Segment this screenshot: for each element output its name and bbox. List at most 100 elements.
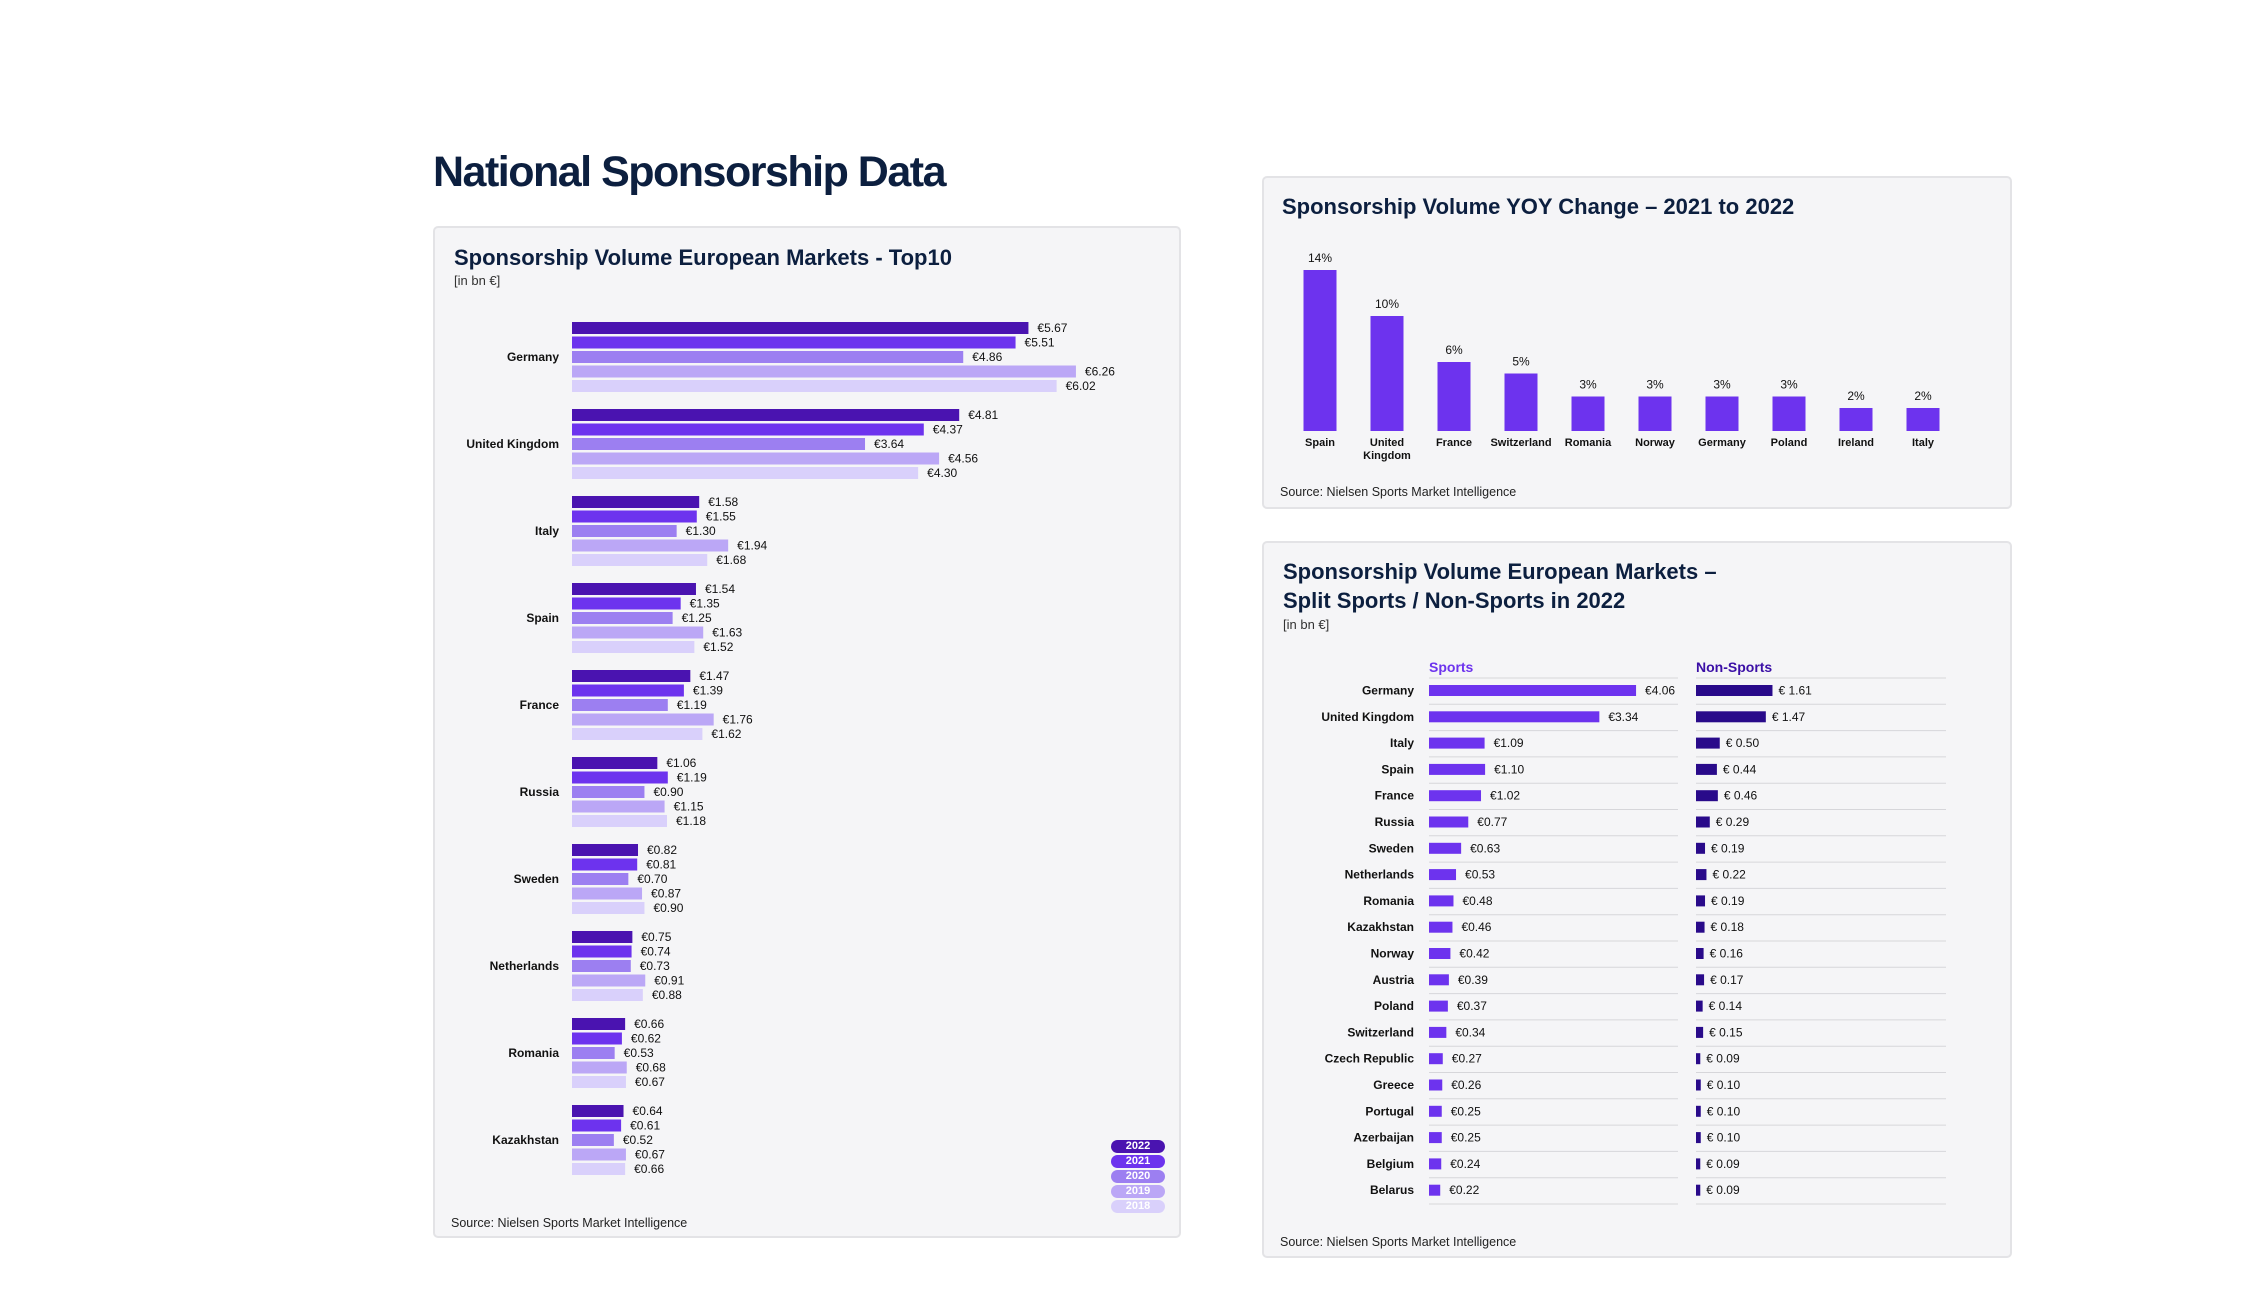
- data-label: €1.68: [716, 553, 746, 567]
- bar-2021: [572, 510, 697, 523]
- sports-bar: [1429, 842, 1462, 854]
- bar-2018: [572, 380, 1057, 392]
- data-label: €0.42: [1459, 947, 1489, 961]
- top10-chart-subtitle: [in bn €]: [454, 273, 501, 288]
- non-sports-bar: [1696, 1079, 1701, 1091]
- category-label: Poland: [1771, 437, 1808, 449]
- top10-chart-card: Sponsorship Volume European Markets - To…: [433, 226, 1181, 1238]
- data-label: €6.02: [1066, 379, 1096, 393]
- category-label: Spain: [1381, 762, 1414, 776]
- data-label: € 0.09: [1706, 1052, 1740, 1066]
- data-label: € 0.10: [1707, 1131, 1741, 1145]
- data-label: €0.74: [641, 945, 671, 959]
- sports-bar: [1429, 1132, 1442, 1144]
- bar-2022: [572, 1018, 626, 1030]
- category-label: United: [1370, 437, 1404, 449]
- data-label: 6%: [1445, 343, 1463, 357]
- yoy-bar: [1504, 373, 1538, 431]
- bar-2022: [572, 757, 658, 769]
- category-label: Romania: [1363, 894, 1414, 908]
- legend-item-2021: 2021: [1111, 1155, 1165, 1168]
- bar-2021: [572, 1119, 622, 1132]
- yoy-chart-card: Sponsorship Volume YOY Change – 2021 to …: [1262, 176, 2012, 509]
- data-label: €0.63: [1470, 841, 1500, 855]
- data-label: €0.91: [654, 974, 684, 988]
- data-label: €1.06: [666, 756, 696, 770]
- bar-2021: [572, 597, 681, 610]
- category-label: France: [520, 698, 560, 712]
- data-label: € 0.50: [1726, 736, 1760, 750]
- data-label: €1.54: [705, 582, 735, 596]
- bar-2020: [572, 1047, 615, 1059]
- data-label: €0.61: [630, 1119, 660, 1133]
- data-label: 2%: [1914, 389, 1932, 403]
- bar-2018: [572, 989, 643, 1001]
- split-bar-chart: Sports Non-Sports Germany €4.06 € 1.61 United…: [1321, 659, 1946, 1205]
- sports-bar: [1429, 869, 1457, 881]
- data-label: €0.81: [646, 858, 676, 872]
- data-label: €0.67: [635, 1075, 665, 1089]
- sports-bar: [1429, 685, 1637, 696]
- non-sports-bar: [1696, 1184, 1701, 1196]
- data-label: €0.66: [634, 1162, 664, 1176]
- sports-bar: [1429, 763, 1486, 775]
- non-sports-bar: [1696, 790, 1718, 802]
- data-label: €0.34: [1455, 1025, 1485, 1039]
- bar-2020: [572, 438, 866, 450]
- sports-bar: [1429, 1053, 1443, 1065]
- non-sports-bar: [1696, 1053, 1701, 1065]
- category-label: Romania: [508, 1046, 559, 1060]
- bar-2020: [572, 351, 964, 363]
- data-label: €1.62: [711, 727, 741, 741]
- data-label: €0.27: [1452, 1052, 1482, 1066]
- split-chart-title-line1: Sponsorship Volume European Markets –: [1283, 559, 1717, 584]
- sports-bar: [1429, 1026, 1447, 1038]
- data-label: € 0.44: [1723, 762, 1757, 776]
- data-label: €0.24: [1450, 1157, 1480, 1171]
- category-label: Belarus: [1370, 1183, 1414, 1197]
- bar-2021: [572, 1032, 622, 1045]
- non-sports-bar: [1696, 1000, 1703, 1012]
- bar-2018: [572, 815, 667, 827]
- non-sports-bar: [1696, 1132, 1701, 1144]
- data-label: €0.64: [633, 1104, 663, 1118]
- data-label: € 0.10: [1707, 1078, 1741, 1092]
- non-sports-bar: [1696, 842, 1706, 854]
- category-label: Italy: [535, 524, 559, 538]
- data-label: €6.26: [1085, 365, 1115, 379]
- sports-bar: [1429, 1079, 1443, 1091]
- data-label: €0.52: [623, 1133, 653, 1147]
- yoy-bar: [1370, 316, 1404, 431]
- category-label: Ireland: [1838, 437, 1874, 449]
- data-label: €5.67: [1037, 321, 1067, 335]
- non-sports-bar: [1696, 869, 1707, 881]
- data-label: € 0.22: [1712, 868, 1746, 882]
- bar-2020: [572, 699, 668, 711]
- data-label: €1.39: [693, 684, 723, 698]
- data-label: €0.26: [1451, 1078, 1481, 1092]
- data-label: € 1.47: [1772, 710, 1806, 724]
- legend-item-2019: 2019: [1111, 1185, 1165, 1198]
- non-sports-bar: [1696, 1105, 1701, 1117]
- data-label: €1.35: [690, 597, 720, 611]
- legend-item-2018: 2018: [1111, 1200, 1165, 1213]
- sports-bar: [1429, 974, 1449, 986]
- sports-bar: [1429, 948, 1451, 959]
- data-label: €0.75: [641, 930, 671, 944]
- data-label: €0.53: [624, 1046, 654, 1060]
- bar-2019: [572, 626, 704, 639]
- bar-2019: [572, 452, 940, 465]
- yoy-bar: [1437, 362, 1471, 431]
- data-label: €1.30: [686, 524, 716, 538]
- data-label: €0.88: [652, 988, 682, 1002]
- data-label: €1.19: [677, 771, 707, 785]
- split-chart-card: Sponsorship Volume European Markets – Sp…: [1262, 541, 2012, 1258]
- category-label: Sweden: [1369, 841, 1414, 855]
- legend-item-2020: 2020: [1111, 1170, 1165, 1183]
- data-label: 3%: [1579, 378, 1597, 392]
- top10-chart-title: Sponsorship Volume European Markets - To…: [454, 245, 952, 270]
- data-label: € 0.46: [1724, 789, 1758, 803]
- category-label: Italy: [1390, 736, 1414, 750]
- bar-2022: [572, 1105, 624, 1117]
- data-label: €0.90: [653, 901, 683, 915]
